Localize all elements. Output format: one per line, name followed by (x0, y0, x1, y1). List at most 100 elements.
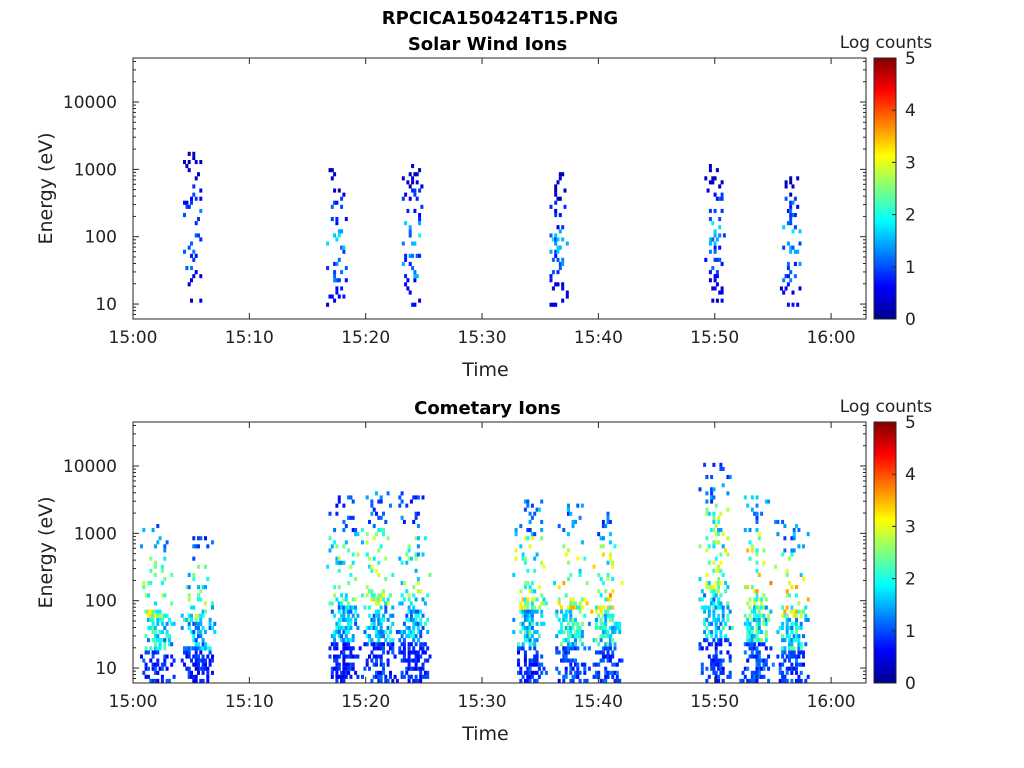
heatmap-cell (700, 589, 704, 594)
heatmap-cell (405, 560, 409, 565)
heatmap-cell (407, 593, 411, 598)
heatmap-cell (802, 577, 805, 582)
heatmap-cell (569, 617, 573, 622)
heatmap-cell (413, 172, 417, 177)
heatmap-cell (206, 577, 210, 582)
heatmap-cell (398, 646, 402, 651)
heatmap-cell (197, 666, 200, 671)
heatmap-cell (347, 654, 351, 659)
heatmap-cell (519, 646, 523, 651)
heatmap-cell (713, 233, 717, 238)
heatmap-cell (400, 650, 404, 655)
colorbar-tick-label: 0 (905, 674, 916, 694)
heatmap-cell (708, 164, 712, 169)
heatmap-cell (337, 621, 341, 626)
heatmap-cell (204, 564, 207, 569)
heatmap-cell (407, 658, 411, 663)
heatmap-cell (375, 630, 378, 635)
heatmap-cell (719, 638, 723, 643)
heatmap-cell (712, 605, 716, 610)
heatmap-cell (700, 670, 704, 675)
heatmap-cell (204, 630, 207, 635)
heatmap-cell (414, 654, 418, 659)
heatmap-cell (416, 552, 420, 557)
heatmap-cell (199, 678, 203, 683)
heatmap-cell (165, 613, 169, 618)
heatmap-cell (342, 674, 346, 679)
heatmap-cell (330, 204, 334, 209)
heatmap-cell (793, 274, 797, 279)
heatmap-cell (416, 544, 420, 549)
heatmap-cell (760, 674, 764, 679)
heatmap-cell (351, 499, 355, 504)
heatmap-cell (569, 646, 573, 651)
heatmap-cell (755, 597, 759, 602)
heatmap-cell (190, 658, 193, 663)
heatmap-cell (418, 233, 422, 238)
heatmap-cell (530, 617, 534, 622)
heatmap-cell (412, 621, 416, 626)
heatmap-cell (574, 630, 577, 635)
heatmap-cell (790, 536, 794, 541)
heatmap-cell (398, 630, 402, 635)
heatmap-cell (788, 581, 791, 586)
heatmap-cell (717, 642, 721, 647)
heatmap-cell (535, 552, 539, 557)
heatmap-cell (163, 548, 167, 553)
heatmap-cell (718, 290, 722, 295)
heatmap-cell (330, 601, 334, 606)
heatmap-cell (372, 654, 376, 659)
heatmap-cell (790, 650, 794, 655)
heatmap-cell (361, 593, 364, 598)
heatmap-cell (576, 646, 580, 651)
heatmap-cell (190, 605, 193, 610)
heatmap-cell (349, 646, 353, 651)
heatmap-cell (530, 662, 534, 667)
heatmap-cell (419, 642, 423, 647)
heatmap-cell (574, 674, 577, 679)
heatmap-cell (413, 188, 417, 193)
heatmap-cell (606, 634, 610, 639)
heatmap-cell (197, 634, 200, 639)
heatmap-cell (530, 625, 534, 630)
heatmap-cell (190, 200, 193, 205)
heatmap-cell (769, 581, 773, 586)
heatmap-cell (533, 638, 537, 643)
heatmap-cell (379, 662, 383, 667)
heatmap-cell (797, 544, 801, 549)
heatmap-cell (526, 568, 530, 573)
heatmap-cell (521, 613, 525, 618)
heatmap-cell (389, 593, 392, 598)
heatmap-cell (526, 613, 530, 618)
heatmap-cell (330, 294, 334, 299)
heatmap-cell (386, 662, 390, 667)
heatmap-cell (583, 556, 587, 561)
heatmap-cell (560, 630, 563, 635)
heatmap-cell (567, 650, 570, 655)
heatmap-cell (379, 674, 383, 679)
heatmap-cell (523, 536, 527, 541)
heatmap-cell (804, 642, 808, 647)
heatmap-cell (551, 270, 555, 275)
heatmap-cell (199, 237, 203, 242)
heatmap-cell (608, 593, 612, 598)
heatmap-cell (153, 560, 157, 565)
heatmap-cell (340, 601, 344, 606)
heatmap-cell (423, 674, 427, 679)
heatmap-cell (165, 654, 169, 659)
heatmap-cell (606, 560, 610, 565)
heatmap-cell (382, 666, 385, 671)
heatmap-cell (704, 257, 708, 262)
heatmap-cell (333, 200, 337, 205)
heatmap-cell (722, 233, 726, 238)
heatmap-cell (712, 515, 716, 520)
heatmap-cell (201, 662, 205, 667)
heatmap-cell (717, 678, 721, 683)
heatmap-cell (356, 674, 360, 679)
heatmap-cell (562, 654, 566, 659)
heatmap-cell (748, 630, 752, 635)
heatmap-cell (748, 540, 752, 545)
heatmap-cell (523, 654, 527, 659)
heatmap-cell (172, 674, 176, 679)
